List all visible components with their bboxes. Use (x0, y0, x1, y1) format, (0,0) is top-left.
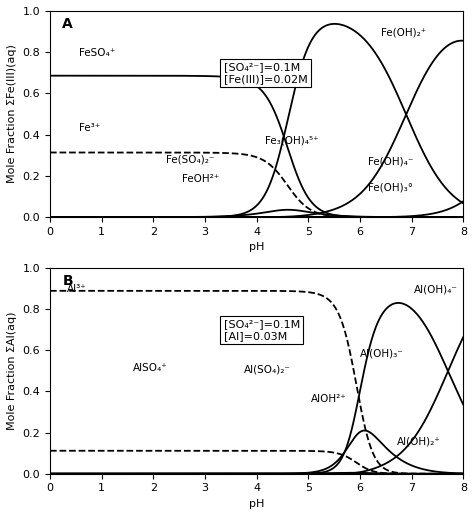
Text: [SO₄²⁻]=0.1M
[Fe(III)]=0.02M: [SO₄²⁻]=0.1M [Fe(III)]=0.02M (224, 62, 308, 84)
Text: FeOH²⁺: FeOH²⁺ (182, 174, 219, 184)
Text: Fe(OH)₄⁻: Fe(OH)₄⁻ (368, 156, 414, 167)
Text: B: B (63, 274, 73, 288)
Text: Al(OH)₃⁻: Al(OH)₃⁻ (360, 348, 404, 358)
Y-axis label: Mole Fraction ΣAl(aq): Mole Fraction ΣAl(aq) (7, 312, 17, 430)
Text: FeSO₄⁺: FeSO₄⁺ (79, 49, 115, 58)
X-axis label: pH: pH (249, 499, 264, 509)
Text: AlSO₄⁺: AlSO₄⁺ (133, 363, 167, 373)
X-axis label: pH: pH (249, 243, 264, 252)
Text: Al(SO₄)₂⁻: Al(SO₄)₂⁻ (244, 365, 291, 375)
Text: [SO₄²⁻]=0.1M
[Al]=0.03M: [SO₄²⁻]=0.1M [Al]=0.03M (224, 319, 300, 341)
Text: A: A (63, 17, 73, 31)
Text: Fe₃(OH)₄⁵⁺: Fe₃(OH)₄⁵⁺ (265, 136, 319, 146)
Text: Fe(OH)₃°: Fe(OH)₃° (368, 182, 413, 192)
Text: AlOH²⁺: AlOH²⁺ (310, 394, 346, 404)
Text: Fe³⁺: Fe³⁺ (79, 123, 100, 133)
Text: Al(OH)₂⁺: Al(OH)₂⁺ (397, 437, 441, 447)
Text: Al(OH)₄⁻: Al(OH)₄⁻ (414, 284, 458, 294)
Text: Fe(SO₄)₂⁻: Fe(SO₄)₂⁻ (166, 154, 214, 165)
Y-axis label: Mole Fraction ΣFe(III)(aq): Mole Fraction ΣFe(III)(aq) (7, 44, 17, 184)
Text: Fe(OH)₂⁺: Fe(OH)₂⁺ (381, 28, 426, 38)
Text: Al³⁺: Al³⁺ (66, 284, 86, 294)
